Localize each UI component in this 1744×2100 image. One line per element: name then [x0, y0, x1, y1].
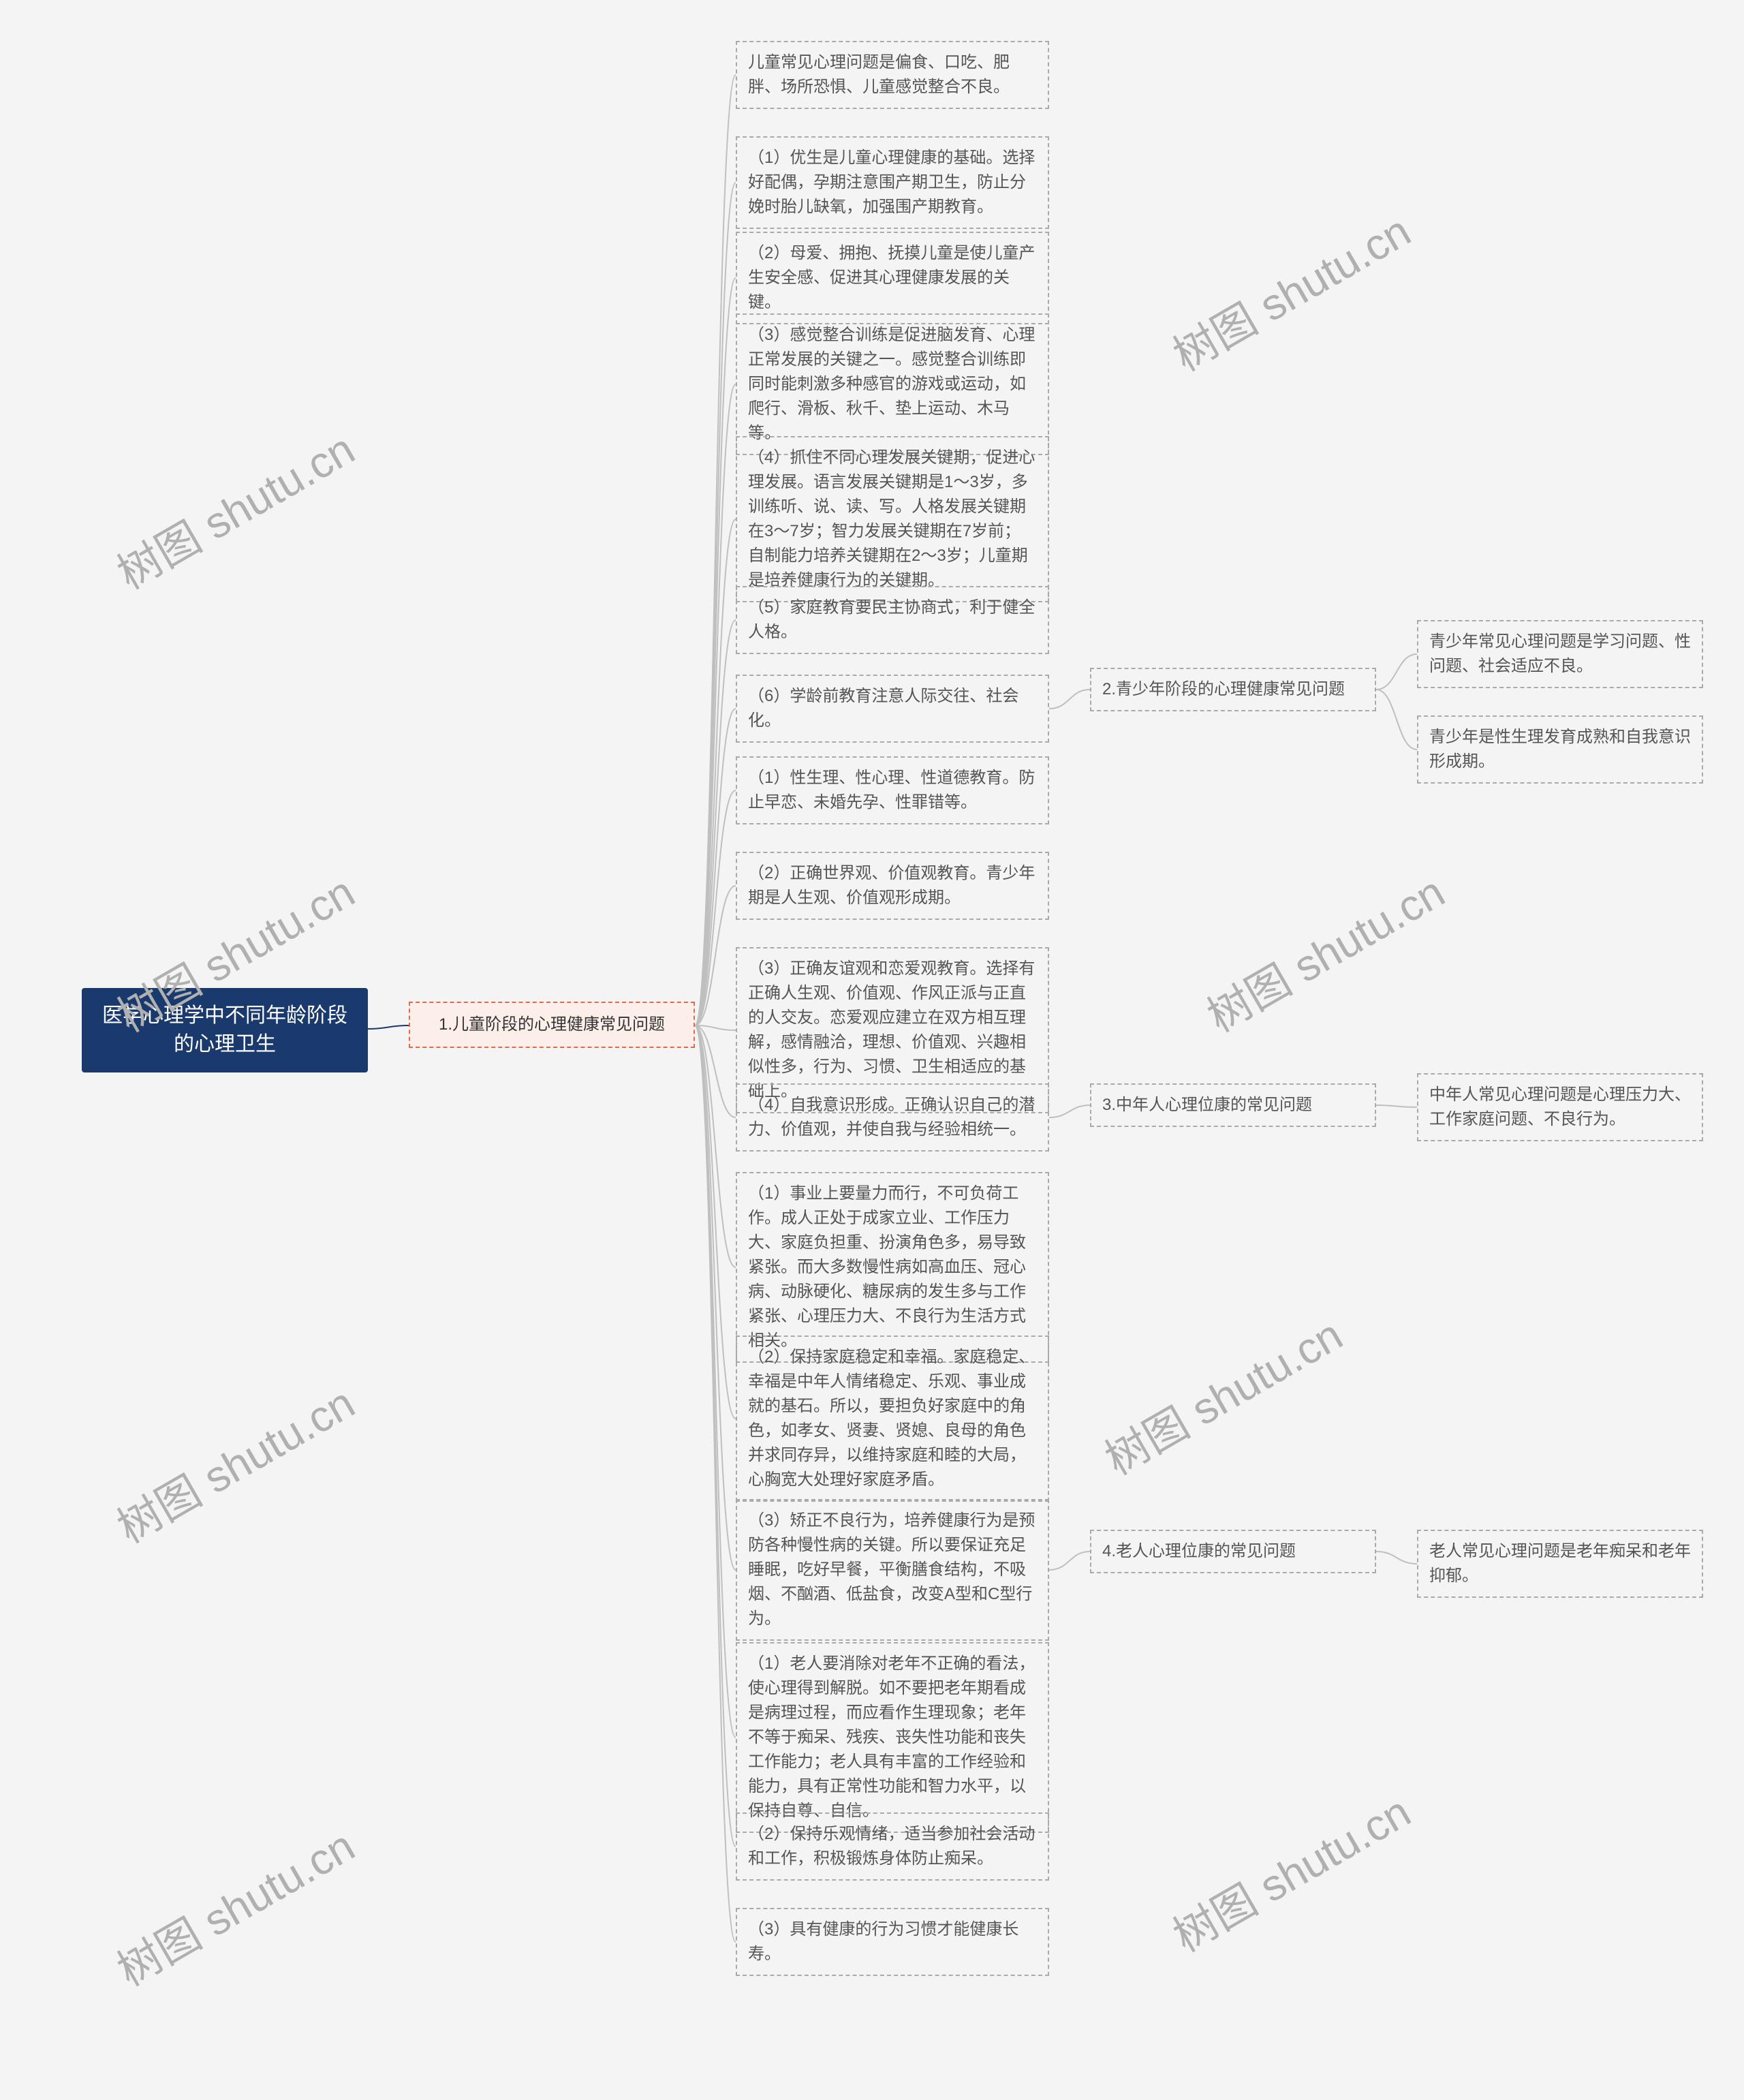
root-node: 医学心理学中不同年龄阶段的心理卫生: [82, 988, 368, 1072]
leaf-node: 儿童常见心理问题是偏食、口吃、肥胖、场所恐惧、儿童感觉整合不良。: [736, 41, 1049, 109]
elder-branch-title: 4.老人心理位康的常见问题: [1090, 1530, 1376, 1573]
watermark: 树图 shutu.cn: [1092, 1301, 1352, 1487]
watermark: 树图 shutu.cn: [104, 1369, 364, 1556]
main-label: 1.儿童阶段的心理健康常见问题: [439, 1015, 665, 1034]
watermark: 树图 shutu.cn: [1194, 858, 1454, 1045]
main-node: 1.儿童阶段的心理健康常见问题: [409, 1002, 695, 1048]
watermark: 树图 shutu.cn: [1160, 1778, 1420, 1964]
leaf-node: （3）具有健康的行为习惯才能健康长寿。: [736, 1908, 1049, 1976]
leaf-node: （1）老人要消除对老年不正确的看法，使心理得到解脱。如不要把老年期看成是病理过程…: [736, 1642, 1049, 1833]
leaf-node: （3）矫正不良行为，培养健康行为是预防各种慢性病的关键。所以要保证充足睡眠，吃好…: [736, 1499, 1049, 1641]
leaf-node: （1）性生理、性心理、性道德教育。防止早恋、未婚先孕、性罪错等。: [736, 756, 1049, 824]
leaf-node: （2）保持家庭稳定和幸福。家庭稳定、幸福是中年人情绪稳定、乐观、事业成就的基石。…: [736, 1335, 1049, 1502]
leaf-node: （3）感觉整合训练是促进脑发育、心理正常发展的关键之一。感觉整合训练即同时能刺激…: [736, 313, 1049, 455]
leaf-node: （1）优生是儿童心理健康的基础。选择好配偶，孕期注意围产期卫生，防止分娩时胎儿缺…: [736, 136, 1049, 229]
leaf-node: （2）正确世界观、价值观教育。青少年期是人生观、价值观形成期。: [736, 852, 1049, 920]
middle-branch-title: 3.中年人心理位康的常见问题: [1090, 1083, 1376, 1127]
leaf-node: （5）家庭教育要民主协商式，利于健全人格。: [736, 586, 1049, 654]
watermark: 树图 shutu.cn: [104, 415, 364, 602]
leaf-node: （2）保持乐观情绪，适当参加社会活动和工作，积极锻炼身体防止痴呆。: [736, 1812, 1049, 1881]
leaf-node: （4）抓住不同心理发展关键期，促进心理发展。语言发展关键期是1～3岁，多训练听、…: [736, 436, 1049, 602]
teen-branch-title: 2.青少年阶段的心理健康常见问题: [1090, 668, 1376, 711]
leaf-node: （1）事业上要量力而行，不可负荷工作。成人正处于成家立业、工作压力大、家庭负担重…: [736, 1172, 1049, 1363]
leaf-node: （4）自我意识形成。正确认识自己的潜力、价值观，并使自我与经验相统一。: [736, 1083, 1049, 1152]
watermark: 树图 shutu.cn: [1160, 197, 1420, 384]
middle-leaf: 中年人常见心理问题是心理压力大、工作家庭问题、不良行为。: [1417, 1073, 1703, 1141]
teen-leaf: 青少年是性生理发育成熟和自我意识形成期。: [1417, 715, 1703, 784]
elder-leaf: 老人常见心理问题是老年痴呆和老年抑郁。: [1417, 1530, 1703, 1598]
leaf-node: （6）学龄前教育注意人际交往、社会化。: [736, 675, 1049, 743]
watermark: 树图 shutu.cn: [104, 1812, 364, 1998]
leaf-node: （2）母爱、拥抱、抚摸儿童是使儿童产生安全感、促进其心理健康发展的关键。: [736, 232, 1049, 324]
teen-leaf: 青少年常见心理问题是学习问题、性问题、社会适应不良。: [1417, 620, 1703, 688]
root-label: 医学心理学中不同年龄阶段的心理卫生: [102, 1004, 347, 1055]
